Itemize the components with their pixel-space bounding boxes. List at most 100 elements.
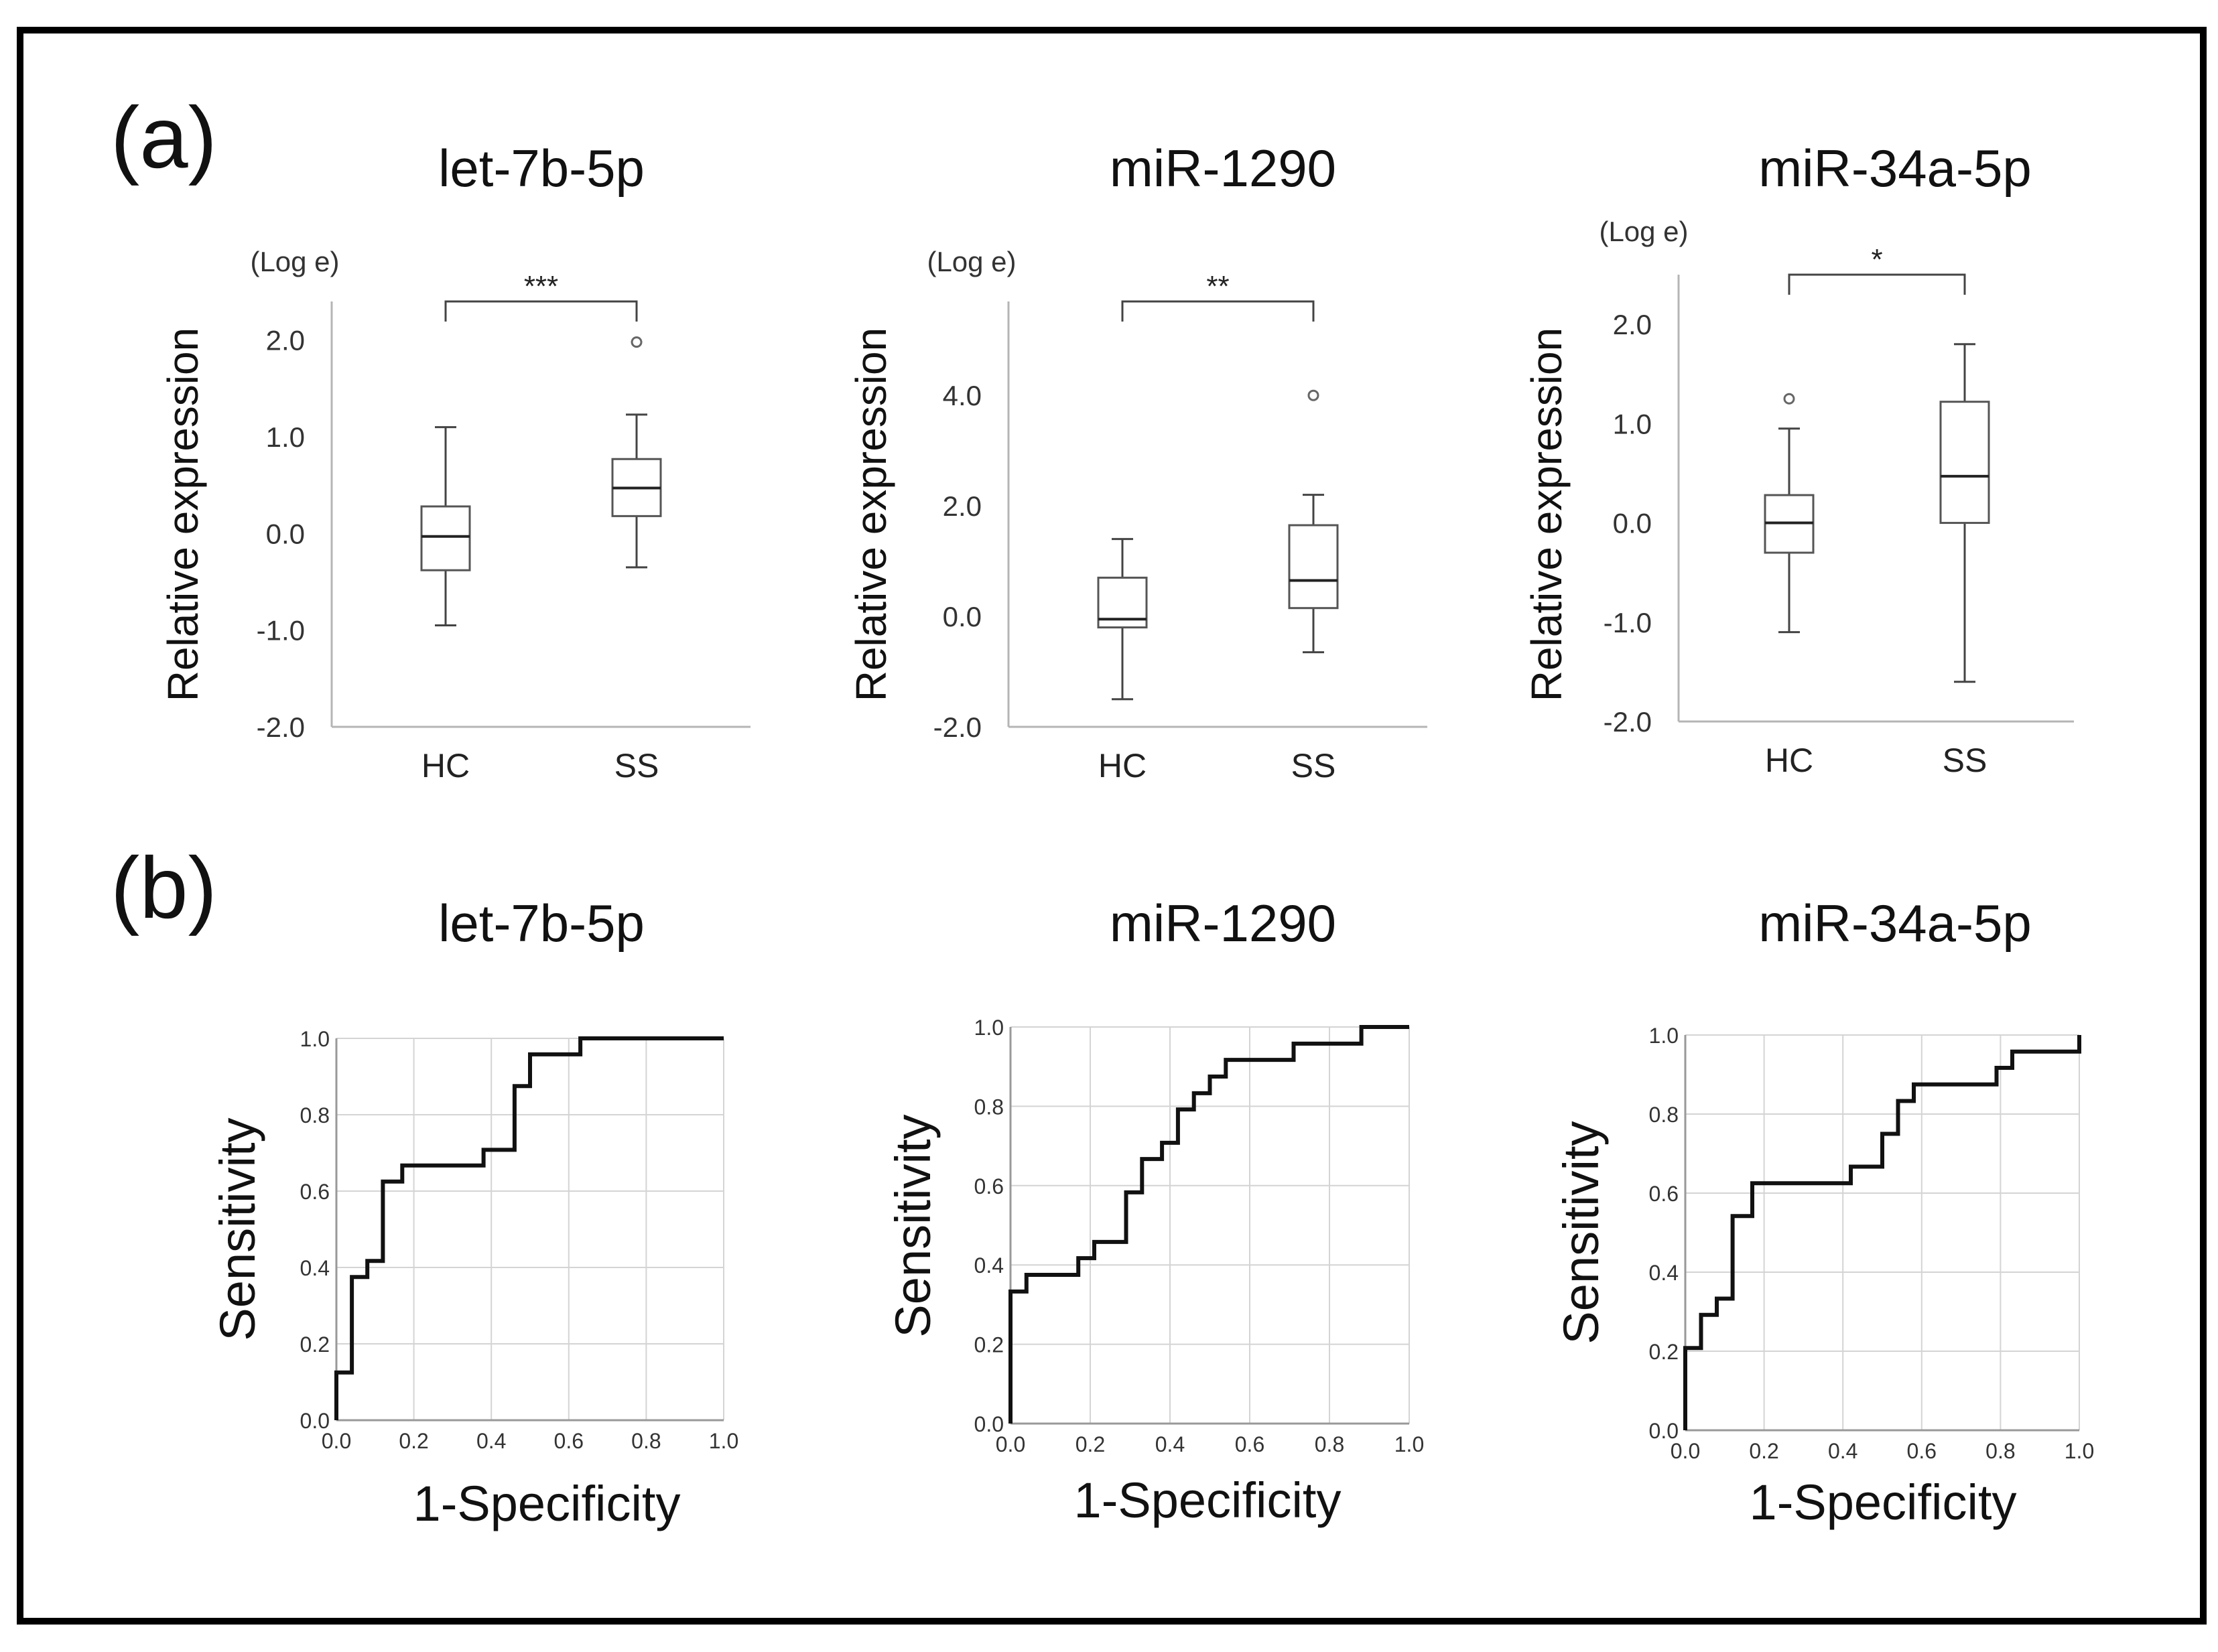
roc-curve [1683,1035,2081,1430]
x-tick-label: 0.4 [1828,1439,1857,1463]
unit-label: (Log e) [927,246,1016,277]
y-tick-label: 0.2 [300,1332,330,1357]
chart-6: miR-34a-5p 0.0 0.2 0.4 0.6 0.8 1.0 0.0 0.2 0.4 0.6… [1553,894,2094,1530]
chart-title: miR-34a-5p [1758,139,2031,198]
unit-label: (Log e) [250,246,339,277]
y-tick-label: 0.8 [300,1103,330,1127]
x-axis-label: 1-Specificity [413,1476,681,1531]
x-tick-label: HC [421,747,470,784]
y-tick-label: 0.2 [974,1333,1004,1357]
significance-bracket [1788,273,1966,295]
x-tick-label: 1.0 [2065,1439,2094,1463]
y-axis-label: Relative expression [159,328,207,702]
y-tick-label: 2.0 [943,490,982,522]
chart-4: let-7b-5p 0.0 0.2 0.4 0.6 0.8 1.0 0.0 0.2 0.4 0.6 0… [210,894,738,1531]
x-tick-label: 0.6 [554,1429,584,1453]
x-tick-label: 1.0 [1394,1432,1424,1456]
iqr-box [420,505,471,571]
y-tick-label: -2.0 [1604,706,1652,738]
box-SS [1939,343,1990,683]
x-tick-label: SS [614,747,659,784]
x-tick-label: 0.4 [1155,1432,1185,1456]
x-axis-label: 1-Specificity [1074,1472,1342,1528]
plots-layer: let-7b-5p (Log e) Relative expression -2.0 -… [159,139,2094,1531]
x-tick-label: SS [1943,742,1987,779]
chart-title: miR-1290 [1110,894,1336,953]
x-tick-label: 0.8 [1315,1432,1344,1456]
box-SS [1288,389,1339,654]
chart-3: miR-34a-5p (Log e) Relative expression -2.0… [1522,139,2074,779]
y-tick-label: 1.0 [266,421,305,453]
significance-bracket [1121,300,1315,322]
significance-label: ** [1206,270,1229,303]
y-tick-label: -1.0 [257,615,305,646]
x-tick-label: 0.6 [1907,1439,1937,1463]
y-tick-label: 1.0 [1613,408,1652,439]
figure-frame [17,27,2207,1625]
y-tick-label: 1.0 [974,1016,1004,1040]
y-tick-label: 0.4 [1649,1261,1679,1285]
outlier-point [1307,389,1319,401]
y-tick-label: -1.0 [1604,607,1652,638]
outlier-point [1783,393,1795,405]
y-tick-label: 0.6 [1649,1182,1679,1206]
y-tick-label: 0.0 [974,1412,1004,1436]
x-tick-label: 0.2 [1075,1432,1105,1456]
y-tick-label: 1.0 [1649,1024,1679,1048]
y-tick-label: 2.0 [266,325,305,356]
chart-5: miR-1290 0.0 0.2 0.4 0.6 0.8 1.0 0.0 0.2 0.4 0.6 0.… [885,894,1424,1528]
y-tick-label: 0.0 [266,518,305,549]
roc-curve [1008,1025,1409,1424]
chart-title: let-7b-5p [438,139,645,198]
x-axis-label: 1-Specificity [1750,1474,2017,1530]
x-tick-label: 0.6 [1235,1432,1264,1456]
iqr-box [1288,524,1339,610]
panel-label-b: (b) [111,839,217,937]
x-tick-label: 0.0 [1671,1439,1700,1463]
y-axis-label: Sensitivity [885,1114,941,1337]
y-tick-label: 4.0 [943,380,982,411]
panel-label-a: (a) [111,88,217,186]
x-tick-label: 0.2 [399,1429,428,1453]
y-tick-label: 0.8 [974,1095,1004,1119]
y-tick-label: 0.6 [974,1174,1004,1198]
y-tick-label: 0.0 [1649,1419,1679,1443]
iqr-box [1939,401,1990,525]
y-tick-label: 1.0 [300,1027,330,1051]
y-tick-label: -2.0 [933,711,982,743]
chart-title: miR-34a-5p [1758,894,2031,953]
significance-bracket [444,300,638,322]
chart-title: let-7b-5p [438,894,645,953]
x-tick-label: HC [1765,742,1813,779]
x-tick-label: 0.0 [322,1429,351,1453]
outlier-point [631,336,643,348]
y-tick-label: 0.0 [1613,508,1652,539]
y-tick-label: 0.2 [1649,1340,1679,1364]
y-axis-label: Sensitivity [210,1117,265,1340]
y-tick-label: 0.4 [974,1253,1004,1278]
x-tick-label: 0.4 [476,1429,506,1453]
x-tick-label: 0.8 [631,1429,661,1453]
chart-2: miR-1290 (Log e) Relative expression -2.0 0.… [847,139,1427,784]
y-tick-label: 0.8 [1649,1103,1679,1127]
x-tick-label: 0.2 [1749,1439,1778,1463]
x-tick-label: HC [1098,747,1147,784]
box-SS [611,336,662,569]
y-tick-label: 0.6 [300,1180,330,1204]
y-tick-label: 0.0 [300,1409,330,1433]
roc-curve [334,1036,724,1420]
x-tick-label: 1.0 [709,1429,738,1453]
box-HC [1764,393,1815,634]
y-tick-label: 0.4 [300,1256,330,1280]
y-axis-label: Relative expression [1522,328,1571,702]
significance-label: * [1871,243,1882,276]
box-HC [420,426,471,626]
y-axis-label: Relative expression [847,328,895,702]
y-axis-label: Sensitivity [1553,1121,1609,1344]
y-tick-label: -2.0 [257,711,305,743]
y-tick-label: 0.0 [943,601,982,632]
unit-label: (Log e) [1599,216,1688,247]
significance-label: *** [524,270,558,303]
chart-1: let-7b-5p (Log e) Relative expression -2.0 -… [159,139,751,784]
